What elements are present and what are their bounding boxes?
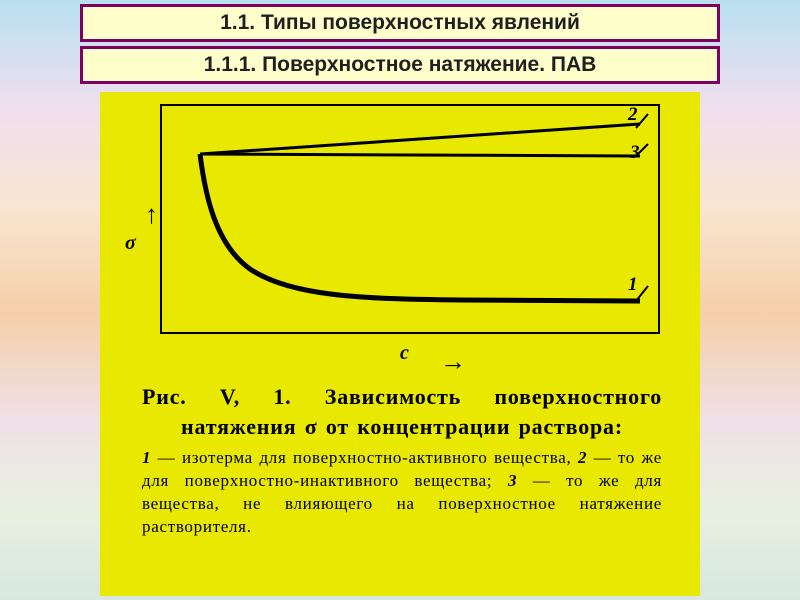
figure-caption: Рис. V, 1. Зависимость поверхностного на… [142, 382, 662, 539]
y-axis-arrow-icon: ↑ [145, 200, 158, 230]
section-header-1-1-1: 1.1.1. Поверхностное натяжение. ПАВ [80, 46, 720, 84]
curve-label-2: 2 [628, 104, 638, 126]
legend-key-1: 1 [142, 448, 151, 467]
figure-caption-legend: 1 — изотерма для поверхностно-активного … [142, 447, 662, 539]
x-axis-arrow-icon: → [440, 347, 466, 377]
curve-3 [200, 154, 640, 156]
legend-key-3: 3 [508, 471, 517, 490]
curve-1 [200, 154, 640, 301]
y-axis-label: σ [125, 232, 136, 255]
figure-caption-title: Рис. V, 1. Зависимость поверхностного на… [142, 382, 662, 441]
plot-svg [160, 104, 660, 334]
x-axis-label: c [400, 342, 409, 365]
legend-text-1: — изотерма для поверхностно-активного ве… [151, 448, 578, 467]
section-header-1-1-1-text: 1.1.1. Поверхностное натяжение. ПАВ [204, 53, 597, 76]
curve-label-3: 3 [630, 142, 640, 164]
legend-key-2: 2 [578, 448, 587, 467]
curve-label-1: 1 [628, 274, 638, 296]
section-header-1-1-text: 1.1. Типы поверхностных явлений [220, 11, 580, 34]
section-header-1-1: 1.1. Типы поверхностных явлений [80, 4, 720, 42]
figure-surface-tension: 2 3 1 σ ↑ c → Рис. V, 1. Зависимость пов… [100, 92, 700, 596]
curve-2 [200, 124, 640, 154]
